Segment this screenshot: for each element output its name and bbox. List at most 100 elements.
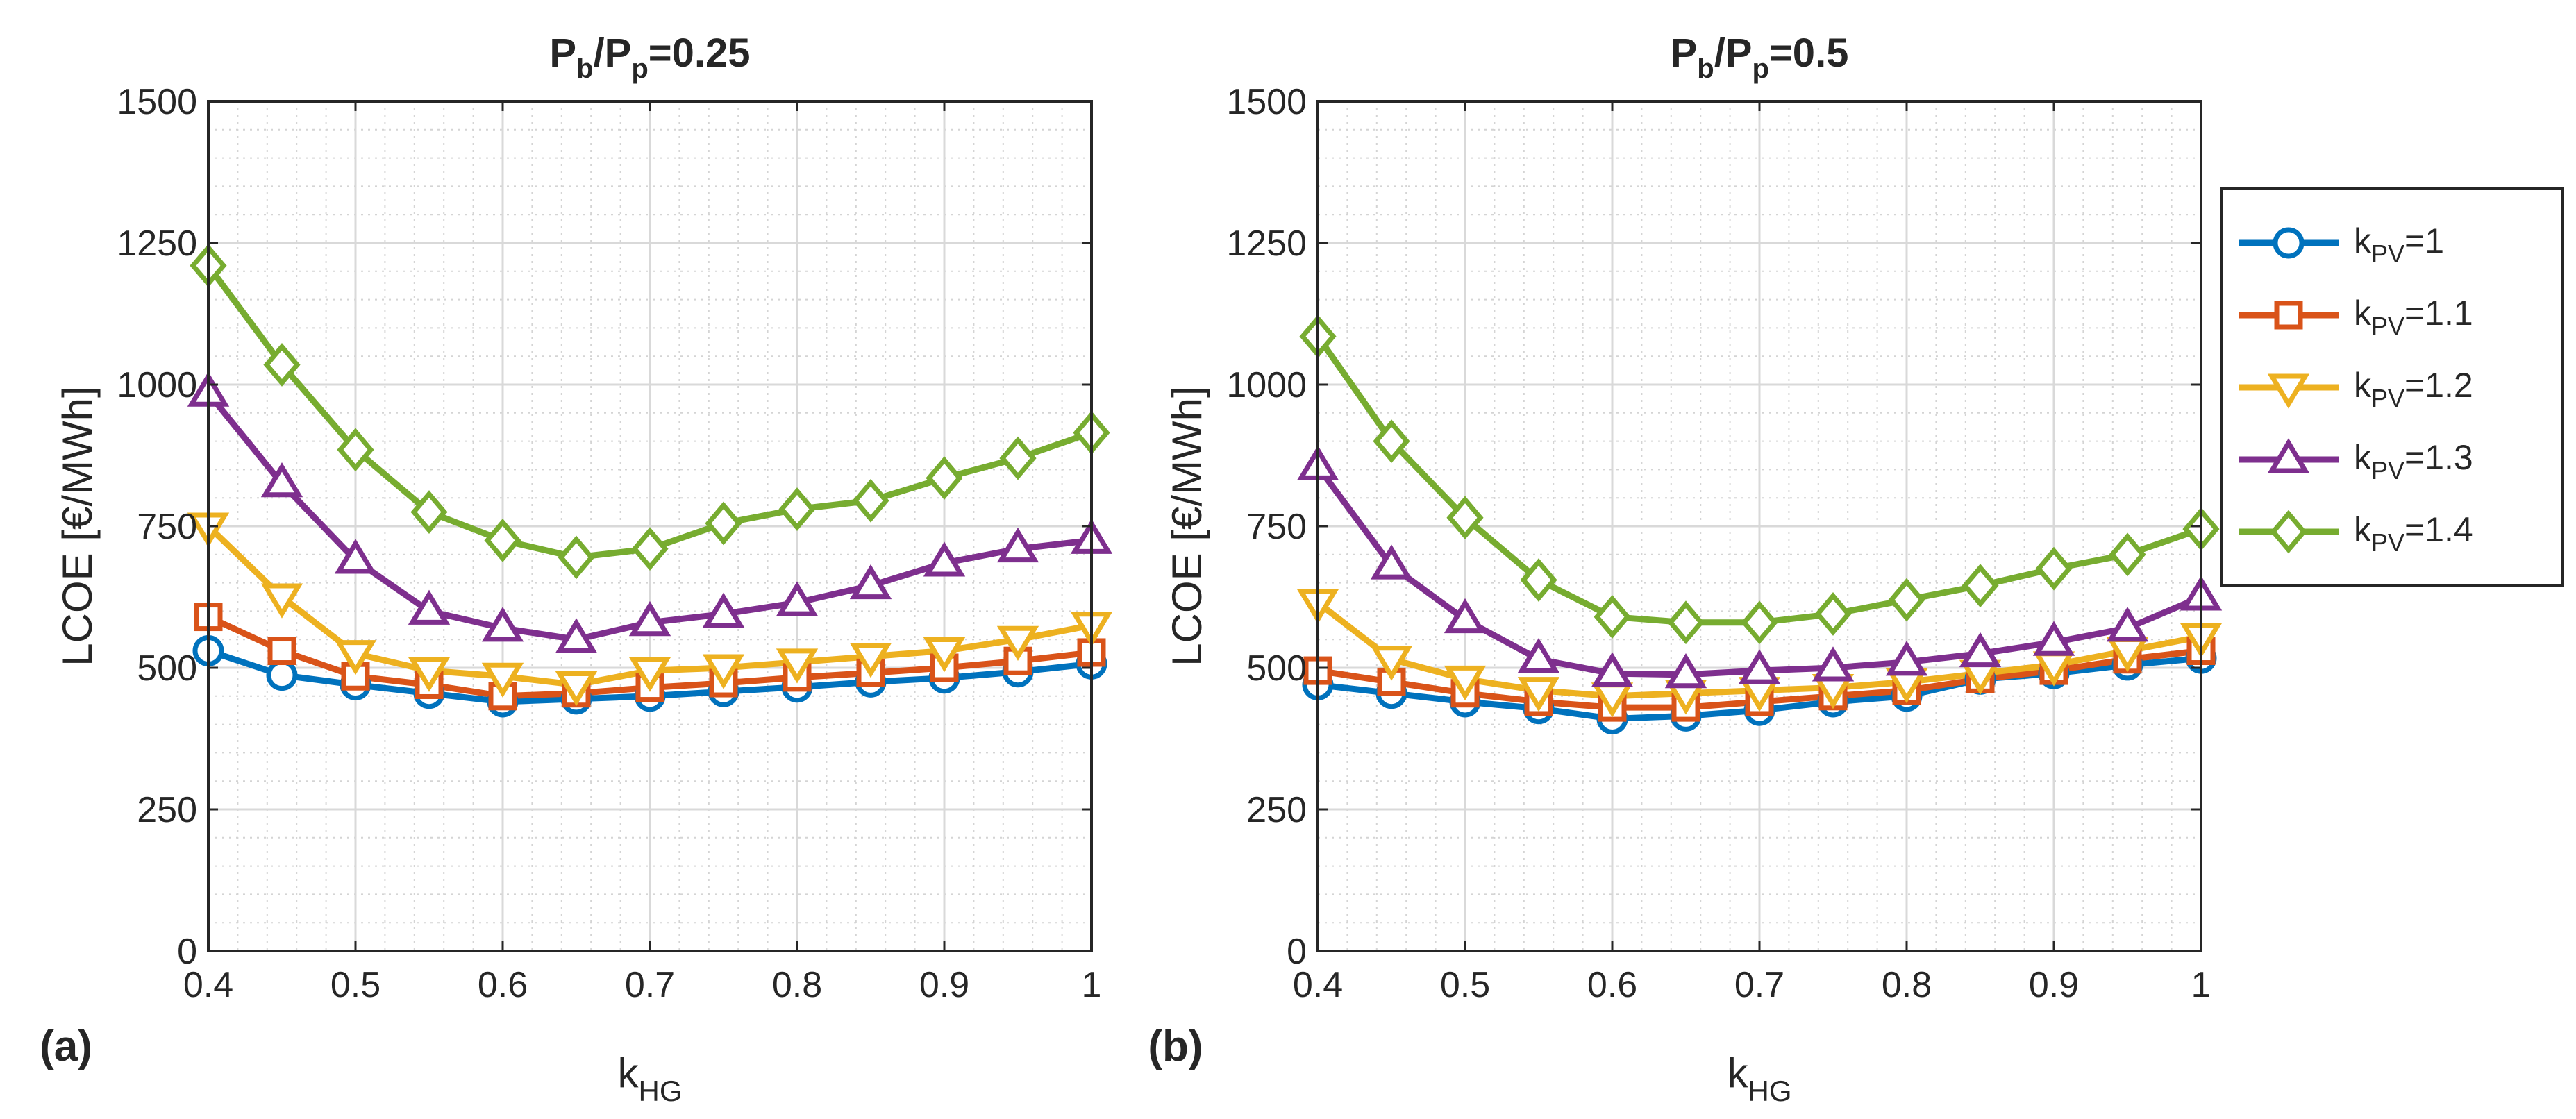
data-point: [1962, 564, 1999, 608]
legend-label: kPV=1.1: [2354, 294, 2473, 340]
data-point: [1591, 652, 1634, 687]
x-tick-label: 1: [2191, 965, 2211, 1005]
data-point: [1888, 578, 1925, 622]
x-tick-label: 0.4: [1293, 965, 1343, 1005]
y-tick-label: 750: [1246, 507, 1307, 547]
data-point: [1444, 665, 1487, 701]
data-point: [705, 501, 742, 546]
panel-label: (a): [40, 1023, 92, 1070]
data-point: [996, 625, 1039, 662]
y-tick-label: 750: [137, 507, 197, 547]
legend-item-1: kPV=1: [2239, 221, 2444, 268]
data-point: [408, 657, 451, 692]
legend-item-5: kPV=1.4: [2239, 510, 2473, 557]
y-tick-label: 1250: [117, 224, 197, 264]
series-markers-5: [190, 244, 1110, 580]
y-tick-label: 250: [137, 790, 197, 830]
data-point: [1667, 600, 1705, 645]
legend-marker: [2273, 227, 2305, 259]
data-point: [558, 535, 595, 580]
data-point: [1885, 641, 1928, 676]
data-point: [996, 527, 1039, 563]
y-axis-label: LCOE [€/MWh]: [1164, 386, 1210, 666]
data-point: [484, 518, 521, 562]
data-point: [628, 600, 671, 637]
data-point: [702, 654, 745, 689]
data-point: [1517, 637, 1560, 673]
y-tick-label: 1000: [1226, 365, 1307, 405]
data-point: [1370, 544, 1413, 580]
data-point: [1517, 677, 1560, 712]
data-point: [702, 592, 745, 628]
data-point: [260, 583, 303, 619]
data-point: [849, 564, 892, 600]
x-tick-label: 0.7: [1734, 965, 1784, 1005]
y-tick-label: 250: [1246, 790, 1307, 830]
data-point: [2106, 607, 2149, 642]
x-axis-label: kHG: [618, 1050, 683, 1107]
x-tick-label: 0.4: [183, 965, 233, 1005]
data-point: [923, 541, 966, 577]
data-point: [2035, 546, 2073, 591]
data-point: [555, 618, 598, 653]
legend-item-2: kPV=1.1: [2239, 294, 2473, 340]
data-point: [1738, 649, 1781, 684]
y-tick-label: 500: [137, 648, 197, 689]
data-point: [263, 343, 301, 387]
x-axis-label: kHG: [1728, 1050, 1792, 1107]
data-point: [926, 456, 963, 500]
x-tick-label: 0.5: [1440, 965, 1490, 1005]
x-tick-label: 0.6: [1587, 965, 1637, 1005]
data-point: [1741, 600, 1778, 645]
data-point: [266, 659, 298, 691]
x-tick-label: 1: [1082, 965, 1102, 1005]
x-tick-label: 0.8: [772, 965, 822, 1005]
data-point: [408, 589, 451, 625]
x-tick-label: 0.8: [1882, 965, 1932, 1005]
y-tick-label: 0: [177, 932, 197, 972]
data-point: [1594, 595, 1631, 639]
chart-panel-a: 0.4 0.5 0.6 0.7 0.8 0.9 1 0 250 500 750 1000 1250 150…: [40, 31, 1113, 1107]
x-tick-label: 0.7: [625, 965, 675, 1005]
data-point: [481, 607, 524, 642]
legend-item-3: kPV=1.2: [2239, 366, 2473, 412]
x-tick-label: 0.9: [2029, 965, 2079, 1005]
y-tick-label: 1500: [117, 82, 197, 122]
data-point: [334, 640, 377, 675]
data-point: [999, 436, 1037, 480]
chart-panel-b: 0.4 0.5 0.6 0.7 0.8 0.9 1 0 250 500 750 1000 1250 150…: [1148, 31, 2223, 1107]
legend-marker: [2267, 373, 2310, 409]
chart-title: Pb/Pp=0.25: [549, 31, 750, 84]
data-point: [2109, 532, 2146, 577]
data-point: [334, 539, 377, 574]
data-point: [555, 671, 598, 707]
panel-label: (b): [1148, 1023, 1203, 1070]
legend-item-4: kPV=1.3: [2239, 438, 2473, 485]
data-point: [1812, 646, 1855, 682]
data-point: [260, 462, 303, 498]
series-markers-5: [1299, 314, 2220, 645]
x-tick-label: 0.6: [478, 965, 528, 1005]
data-point: [481, 662, 524, 698]
data-point: [1446, 496, 1484, 540]
legend-label: kPV=1.2: [2354, 366, 2473, 412]
legend-marker: [2270, 510, 2307, 554]
y-tick-label: 1000: [117, 365, 197, 405]
data-point: [923, 637, 966, 673]
legend: kPV=1 kPV=1.1 kPV=1.2 kPV=1.3 kPV=1.4: [2220, 187, 2564, 587]
legend-marker: [2274, 301, 2303, 330]
y-tick-label: 1250: [1226, 224, 1307, 264]
legend-label: kPV=1: [2354, 221, 2444, 268]
x-tick-label: 0.9: [919, 965, 969, 1005]
legend-marker: [2267, 438, 2310, 473]
data-point: [1370, 646, 1413, 681]
data-point: [628, 657, 671, 692]
data-point: [410, 490, 448, 535]
data-point: [631, 527, 669, 571]
data-point: [1959, 632, 2002, 668]
data-point: [849, 643, 892, 678]
chart-title: Pb/Pp=0.5: [1671, 31, 1849, 84]
data-point: [2032, 621, 2075, 656]
legend-label: kPV=1.4: [2354, 510, 2473, 557]
